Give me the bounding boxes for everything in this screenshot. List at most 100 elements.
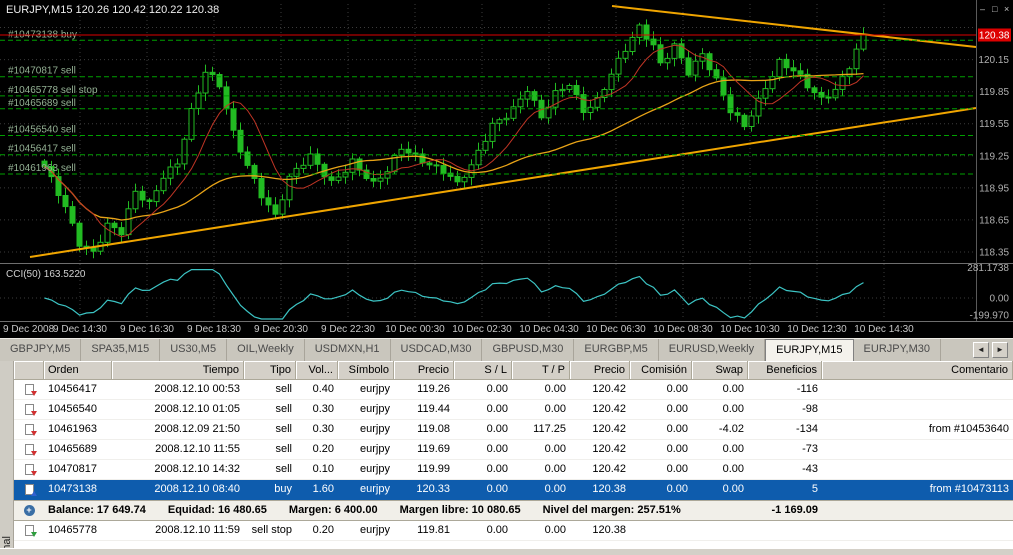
chart-tab-usdcad-m30[interactable]: USDCAD,M30: [391, 339, 483, 361]
tabs-scroll-left-button[interactable]: ◄: [973, 342, 989, 358]
candle-body: [671, 43, 678, 59]
candle-body: [587, 106, 594, 114]
tabs-scroll-right-button[interactable]: ►: [992, 342, 1008, 358]
order-row-10461963[interactable]: 10461963 2008.12.09 21:50 sell 0.30 eurjpy 11…: [14, 420, 1013, 440]
chart-close-button[interactable]: ×: [1004, 4, 1009, 14]
cell-orden: 10461963: [48, 423, 97, 435]
chart-tab-eurusd-weekly[interactable]: EURUSD,Weekly: [659, 339, 766, 361]
candle-body: [202, 71, 209, 94]
order-line-label: #10456417 sell: [8, 144, 76, 155]
order-row-10465689[interactable]: 10465689 2008.12.10 11:55 sell 0.20 eurjpy 11…: [14, 440, 1013, 460]
cell-tp: 0.00: [544, 443, 566, 455]
candle-body: [846, 68, 853, 77]
cell-simbolo: eurjpy: [360, 483, 390, 495]
chart-tab-us30-m5[interactable]: US30,M5: [160, 339, 228, 361]
chart-tabs: GBPJPY,M5 SPA35,M15 US30,M5 OIL,Weekly USDMX…: [0, 339, 968, 361]
cell-tp: 0.00: [544, 383, 566, 395]
cell-beneficios: -73: [802, 443, 818, 455]
order-sell-icon: [24, 404, 37, 416]
cell-tipo: sell: [275, 443, 292, 455]
column-header-sl[interactable]: S / L: [454, 361, 512, 380]
column-header-precio[interactable]: Precio: [394, 361, 454, 380]
candle-body: [349, 158, 356, 173]
candle-body: [622, 50, 629, 59]
price-chart[interactable]: #10473138 buy#10470817 sell#10465778 sel…: [0, 0, 1013, 338]
column-header-comentario[interactable]: Comentario: [822, 361, 1013, 380]
candle-body: [811, 87, 818, 94]
pending-order-row-10465778[interactable]: 10465778 2008.12.10 11:59 sell stop 0.20 eur…: [14, 521, 1013, 541]
chart-restore-button[interactable]: □: [992, 4, 998, 14]
candle-body: [279, 199, 286, 215]
cell-precio2: 120.42: [592, 443, 626, 455]
column-header-tiempo[interactable]: Tiempo: [112, 361, 244, 380]
candle-body: [391, 155, 398, 173]
column-header-precio2[interactable]: Precio: [570, 361, 630, 380]
candle-body: [783, 58, 790, 69]
candle-body: [713, 69, 720, 79]
chart-background: [0, 0, 1013, 338]
trend-line[interactable]: [29, 107, 977, 258]
chart-tab-oil-weekly[interactable]: OIL,Weekly: [227, 339, 305, 361]
column-header-orden[interactable]: Orden: [44, 361, 112, 380]
cell-tipo: sell: [275, 463, 292, 475]
candle-body: [573, 85, 580, 95]
cell-icon: [14, 440, 44, 459]
chart-tab-eurgbp-m5[interactable]: EURGBP,M5: [574, 339, 659, 361]
cell-beneficios: [748, 521, 822, 540]
column-header-vol[interactable]: Vol...: [296, 361, 338, 380]
cell-precio2: 120.42: [592, 383, 626, 395]
candle-body: [300, 164, 307, 169]
order-row-10470817[interactable]: 10470817 2008.12.10 14:32 sell 0.10 eurjpy 11…: [14, 460, 1013, 480]
chart-tab-gbpjpy-m5[interactable]: GBPJPY,M5: [0, 339, 82, 361]
cell-comision: 0.00: [666, 463, 688, 475]
column-header-beneficios[interactable]: Beneficios: [748, 361, 822, 380]
cell-sl: 0.00: [486, 463, 508, 475]
cell-sl: 0.00: [486, 443, 508, 455]
candle-body: [104, 222, 111, 243]
column-header-comision[interactable]: Comisión: [630, 361, 692, 380]
chart-tab-usdmxn-h1[interactable]: USDMXN,H1: [305, 339, 391, 361]
column-header-tp[interactable]: T / P: [512, 361, 570, 380]
order-line-label: #10456540 sell: [8, 125, 76, 136]
time-axis-label: 9 Dec 18:30: [187, 324, 241, 335]
current-price-label: 120.38: [979, 31, 1010, 42]
cci-scale-label: 281.1738: [967, 263, 1009, 274]
cell-precio: 119.08: [417, 423, 450, 435]
order-row-10473138[interactable]: 10473138 2008.12.10 08:40 buy 1.60 eurjpy 120…: [14, 480, 1013, 500]
candle-body: [118, 227, 125, 236]
column-header-simbolo[interactable]: Símbolo: [338, 361, 394, 380]
chart-minimize-button[interactable]: –: [980, 4, 985, 14]
candle-body: [447, 172, 454, 177]
cell-tipo: buy: [274, 483, 292, 495]
order-sell-icon: [24, 464, 37, 476]
balance-segment: Balance: 17 649.74: [48, 504, 146, 516]
cell-orden: 10470817: [48, 463, 97, 475]
cell-comision: 0.00: [666, 383, 688, 395]
order-line-label: #10470817 sell: [8, 66, 76, 77]
cell-swap: 0.00: [722, 383, 744, 395]
terminal-table-rows: 10456417 2008.12.10 00:53 sell 0.40 eurjpy 11…: [14, 380, 1013, 541]
cell-precio2: 120.38: [592, 524, 626, 536]
column-header-icon[interactable]: [14, 361, 44, 380]
chart-tab-eurjpy-m15[interactable]: EURJPY,M15: [765, 339, 854, 361]
terminal-side-strip[interactable]: Terminal: [0, 361, 14, 548]
cell-tp: 0.00: [544, 403, 566, 415]
candle-body: [832, 88, 839, 99]
cell-tiempo: 2008.12.10 14:32: [154, 463, 240, 475]
candle-body: [370, 178, 377, 182]
cell-icon: [14, 420, 44, 439]
column-header-tipo[interactable]: Tipo: [244, 361, 296, 380]
chart-tab-gbpusd-m30[interactable]: GBPUSD,M30: [482, 339, 575, 361]
chart-tab-spa35-m15[interactable]: SPA35,M15: [81, 339, 161, 361]
order-row-10456417[interactable]: 10456417 2008.12.10 00:53 sell 0.40 eurjpy 11…: [14, 380, 1013, 400]
candle-body: [615, 57, 622, 75]
order-sell-icon: [24, 424, 37, 436]
candle-body: [181, 138, 188, 165]
cell-precio: 119.81: [417, 524, 450, 536]
ma-fast-line: [44, 44, 864, 238]
price-axis-label: 120.15: [978, 55, 1009, 66]
order-row-10456540[interactable]: 10456540 2008.12.10 01:05 sell 0.30 eurjpy 11…: [14, 400, 1013, 420]
cell-tipo: sell: [275, 403, 292, 415]
chart-tab-eurjpy-m30[interactable]: EURJPY,M30: [854, 339, 941, 361]
column-header-swap[interactable]: Swap: [692, 361, 748, 380]
